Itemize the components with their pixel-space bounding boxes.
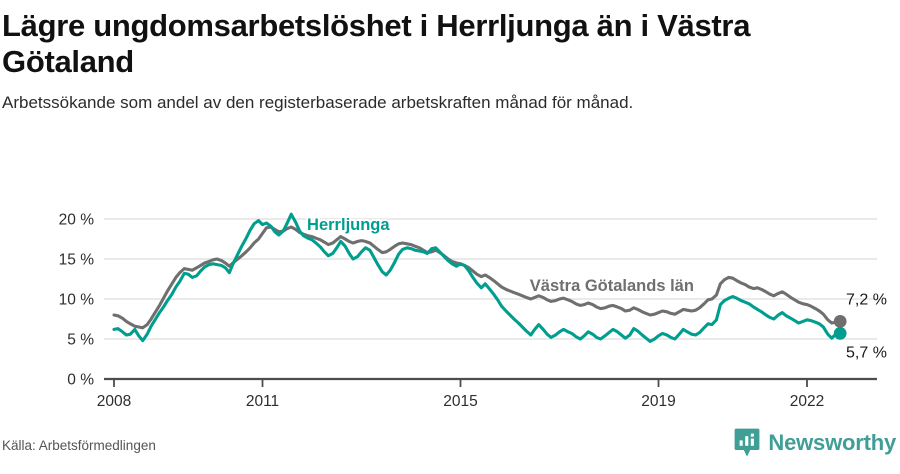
- chart-footer: Källa: Arbetsförmedlingen Newsworthy: [0, 422, 900, 474]
- series-endpoint-dot: [833, 327, 847, 340]
- line-chart: 0 % 5 % 10 % 15 % 20 % 2008 2011 2015 2019 2022 …: [0, 196, 900, 421]
- chart-header: Lägre ungdomsarbetslöshet i Herrljunga ä…: [0, 0, 900, 115]
- series-line: [112, 212, 842, 343]
- x-axis: [113, 379, 808, 387]
- gridlines: [104, 218, 877, 381]
- x-axis-tick-label: 2022: [790, 393, 824, 410]
- y-axis-tick-label: 10 %: [59, 292, 95, 309]
- x-axis-tick-label: 2015: [443, 393, 477, 410]
- series-inline-label: Västra Götalands län: [530, 277, 694, 295]
- series-inline-labels: Herrljunga Västra Götalands län: [305, 214, 696, 297]
- endpoint-value-label: 7,2 %: [846, 291, 887, 308]
- bar-chart-pin-icon: [735, 428, 760, 457]
- y-axis-tick-label: 0 %: [67, 372, 94, 389]
- page-title: Lägre ungdomsarbetslöshet i Herrljunga ä…: [2, 8, 751, 79]
- x-axis-tick-label: 2011: [246, 393, 279, 410]
- page-subtitle: Arbetssökande som andel av den registerb…: [2, 92, 634, 112]
- chart-canvas: 0 %5 %10 %15 %20 % 2008 2011 2015 2019 2022 …: [59, 212, 887, 411]
- y-axis-tick-labels: 0 % 5 % 10 % 15 % 20 %: [59, 212, 95, 389]
- y-axis-tick-label: 20 %: [59, 212, 95, 229]
- series-inline-label: Herrljunga: [307, 216, 390, 234]
- x-axis-tick-label: 2019: [641, 393, 675, 410]
- y-axis-tick-label: 5 %: [67, 332, 94, 349]
- y-axis-tick-label: 15 %: [59, 252, 95, 269]
- series-endpoint-dot: [833, 315, 847, 328]
- series-lines: [112, 212, 842, 343]
- brand-name: Newsworthy: [768, 430, 896, 455]
- x-axis-tick-labels: 2008 2011 2015 2019 2022: [97, 393, 824, 410]
- endpoint-value-label: 5,7 %: [846, 344, 887, 361]
- series-line: [112, 225, 842, 330]
- x-axis-tick-label: 2008: [97, 393, 131, 410]
- newsworthy-logo: Newsworthy: [734, 428, 896, 458]
- source-note: Källa: Arbetsförmedlingen: [2, 438, 156, 453]
- endpoint-value-labels: 7,2 % 5,7 %: [846, 291, 887, 361]
- series-endpoint-markers: [833, 315, 847, 340]
